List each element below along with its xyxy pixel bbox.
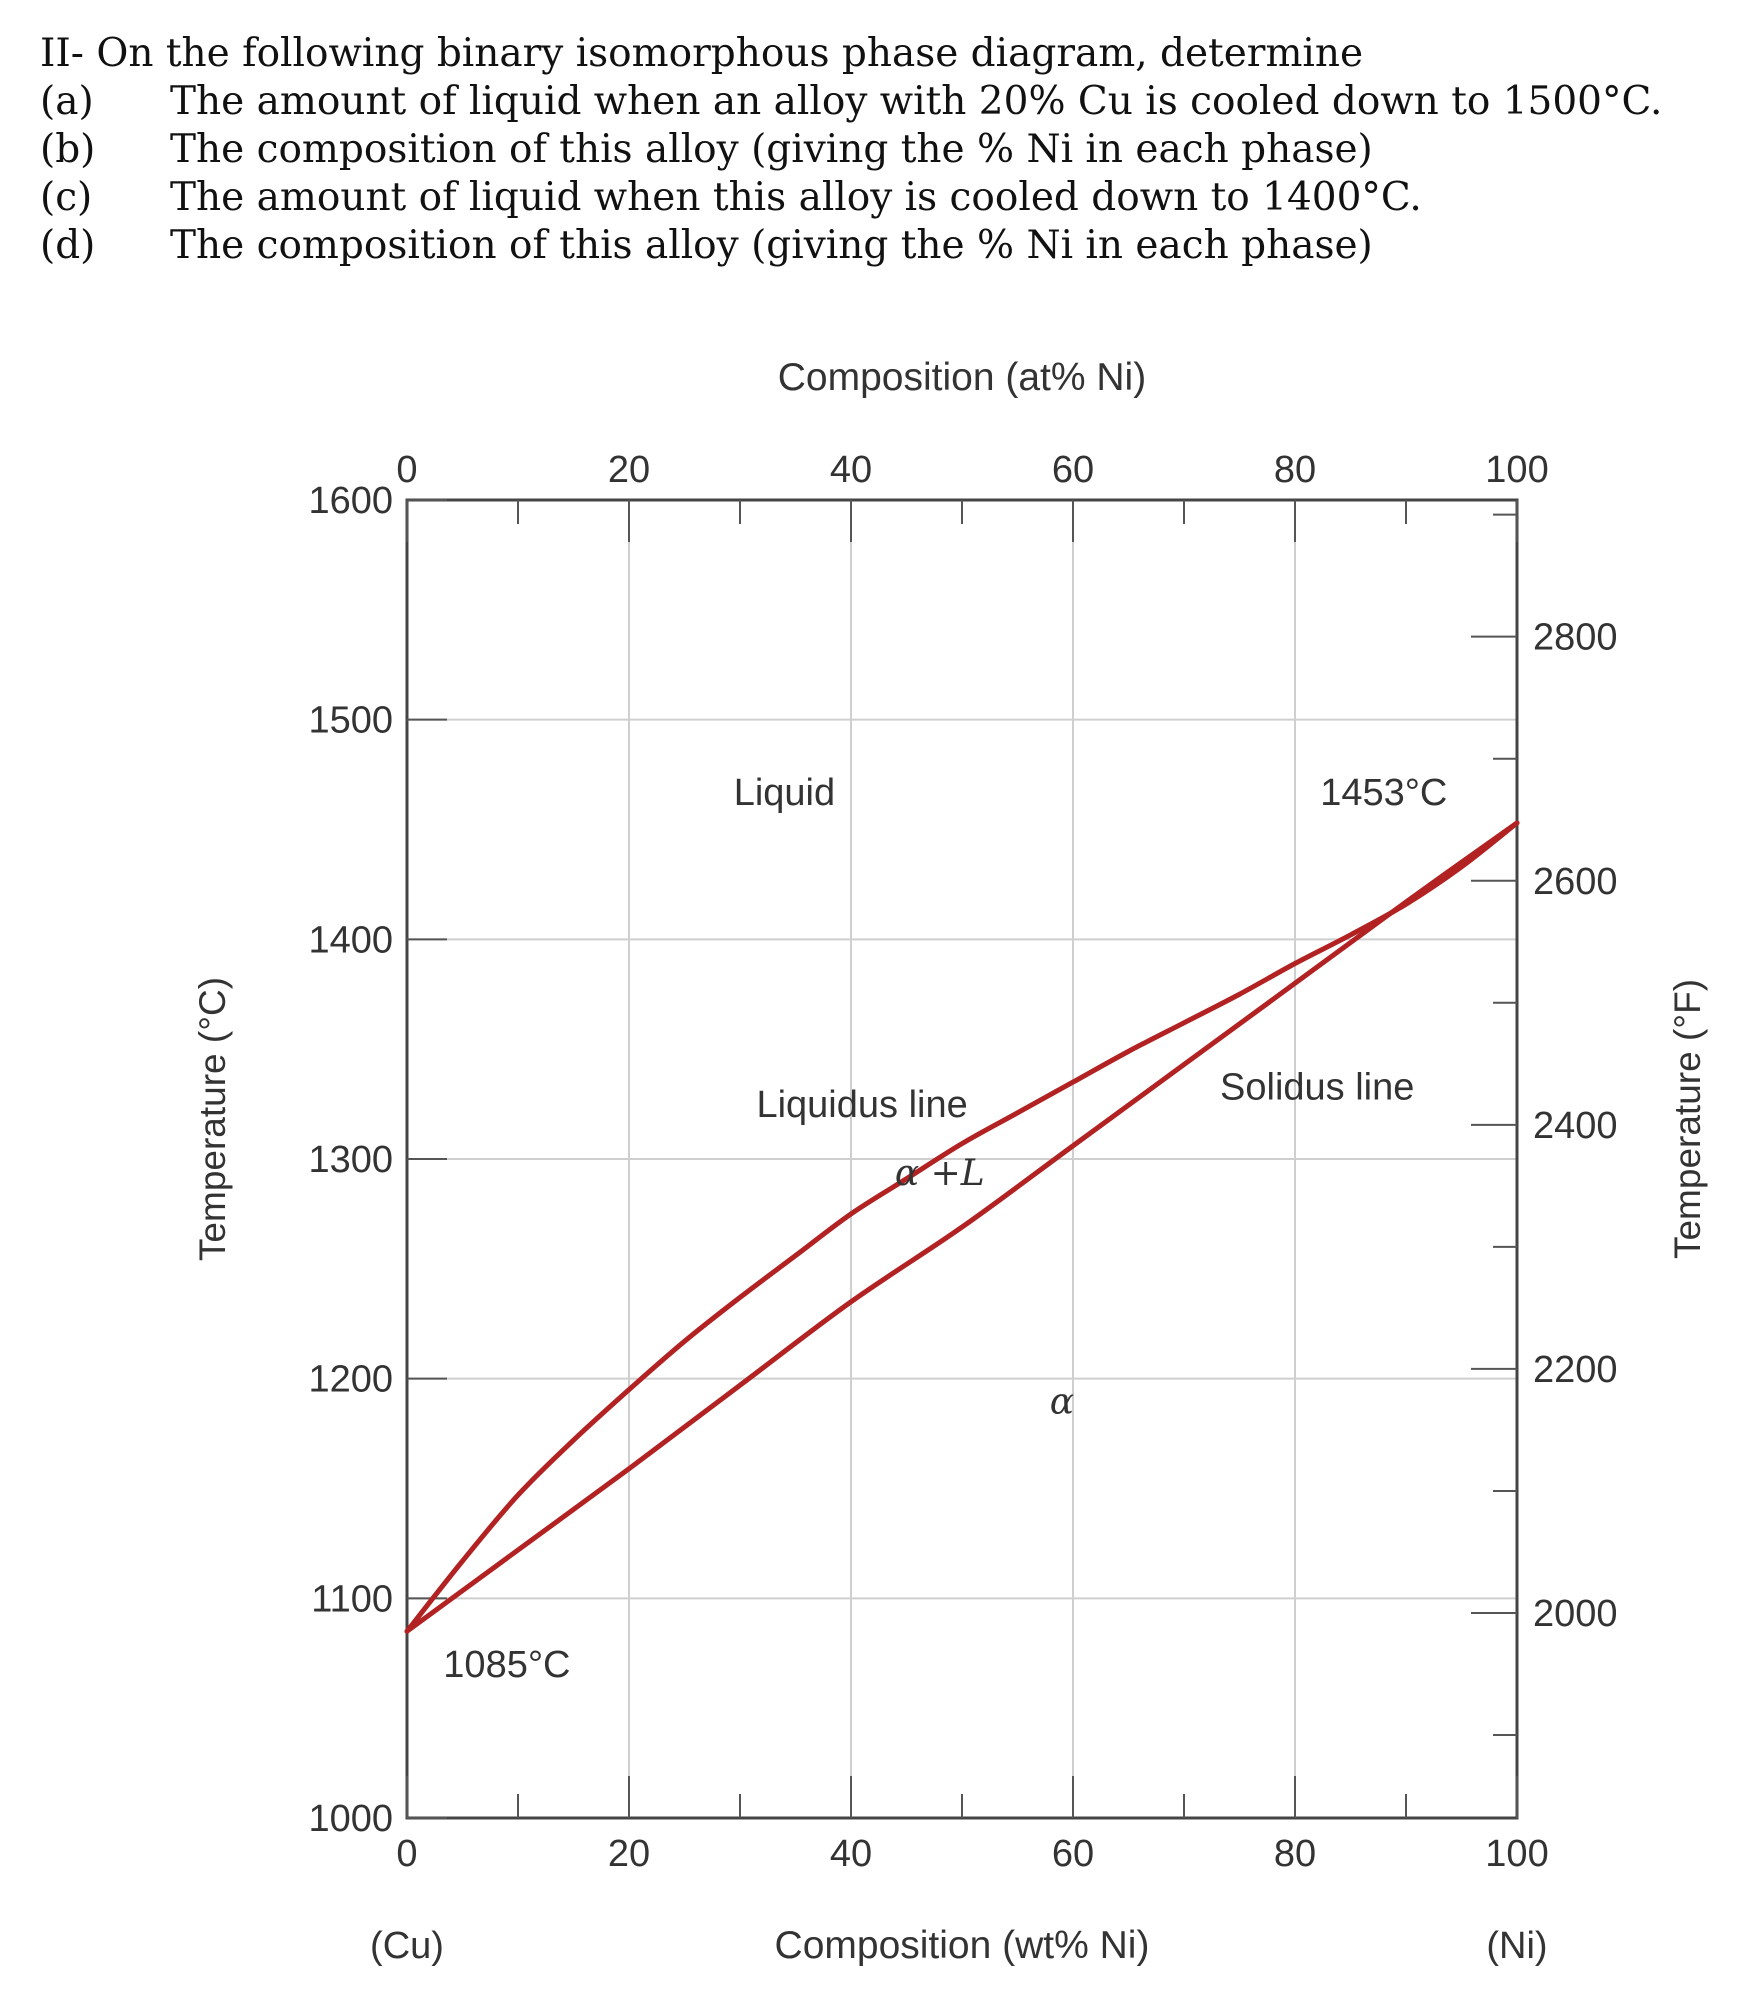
annotation-label: 1453°C [1320,772,1447,814]
annotation-label: Liquid [734,772,835,814]
question-item-a: (a) The amount of liquid when an alloy w… [40,78,1700,126]
x-tick-label-bottom: 0 [396,1833,417,1875]
x-tick-label-top: 40 [830,449,872,491]
question-title: II- On the following binary isomorphous … [40,31,1364,76]
y-tick-label-left: 1300 [308,1139,393,1181]
y-tick-label-right: 2200 [1533,1349,1618,1391]
x-tick-label-top: 20 [608,449,650,491]
end-label-ni: (Ni) [1486,1925,1547,1967]
question-label: (b) [40,127,96,172]
annotation-label: 1085°C [443,1644,570,1686]
x-tick-label-top: 0 [396,449,417,491]
x-tick-label-bottom: 60 [1052,1833,1094,1875]
y-tick-label-right: 2400 [1533,1105,1618,1147]
end-label-cu: (Cu) [370,1925,444,1967]
y-tick-label-left: 1500 [308,700,393,742]
question-label: (c) [40,175,93,220]
y-tick-label-left: 1400 [308,919,393,961]
question-label: (d) [40,223,96,268]
question-text: The amount of liquid when an alloy with … [170,79,1663,124]
x-axis-label-bottom: Composition (wt% Ni) [775,1924,1150,1967]
x-tick-label-bottom: 20 [608,1833,650,1875]
x-tick-label-bottom: 100 [1485,1833,1548,1875]
liquidus-line [404,820,1520,1634]
y-tick-label-left: 1000 [308,1798,393,1840]
question-item-c: (c) The amount of liquid when this alloy… [40,174,1700,222]
annotation-label: Liquidus line [756,1084,967,1126]
y-tick-label-left: 1600 [308,480,393,522]
x-tick-label-top: 80 [1274,449,1316,491]
x-tick-label-bottom: 80 [1274,1833,1316,1875]
question-text: The composition of this alloy (giving th… [170,127,1373,172]
solidus-line [404,820,1520,1634]
y-tick-label-left: 1100 [311,1578,393,1620]
y-tick-label-left: 1200 [308,1359,393,1401]
annotation-label: α [1050,1382,1074,1423]
x-axis-label-top: Composition (at% Ni) [778,356,1146,399]
x-tick-label-top: 100 [1485,449,1548,491]
annotation-label: Solidus line [1220,1067,1414,1109]
phase-diagram-chart: 0 20 40 60 80 1000 20 40 60 80 1001000110012001300… [192,356,1708,1967]
question-text: The amount of liquid when this alloy is … [170,175,1422,220]
y-axis-label-right: Temperature (°F) [1667,979,1708,1259]
question-item-d: (d) The composition of this alloy (givin… [40,222,1700,270]
y-tick-label-right: 2600 [1533,861,1618,903]
y-tick-label-right: 2800 [1533,617,1618,659]
question-label: (a) [40,79,94,124]
y-axis-label-left: Temperature (°C) [192,977,233,1261]
x-tick-label-bottom: 40 [830,1833,872,1875]
question-item-b: (b) The composition of this alloy (givin… [40,126,1700,174]
y-tick-label-right: 2000 [1533,1593,1618,1635]
question-text: The composition of this alloy (giving th… [170,223,1373,268]
x-tick-label-top: 60 [1052,449,1094,491]
annotation-label: α +L [895,1153,985,1194]
question-block: II- On the following binary isomorphous … [40,30,1700,270]
